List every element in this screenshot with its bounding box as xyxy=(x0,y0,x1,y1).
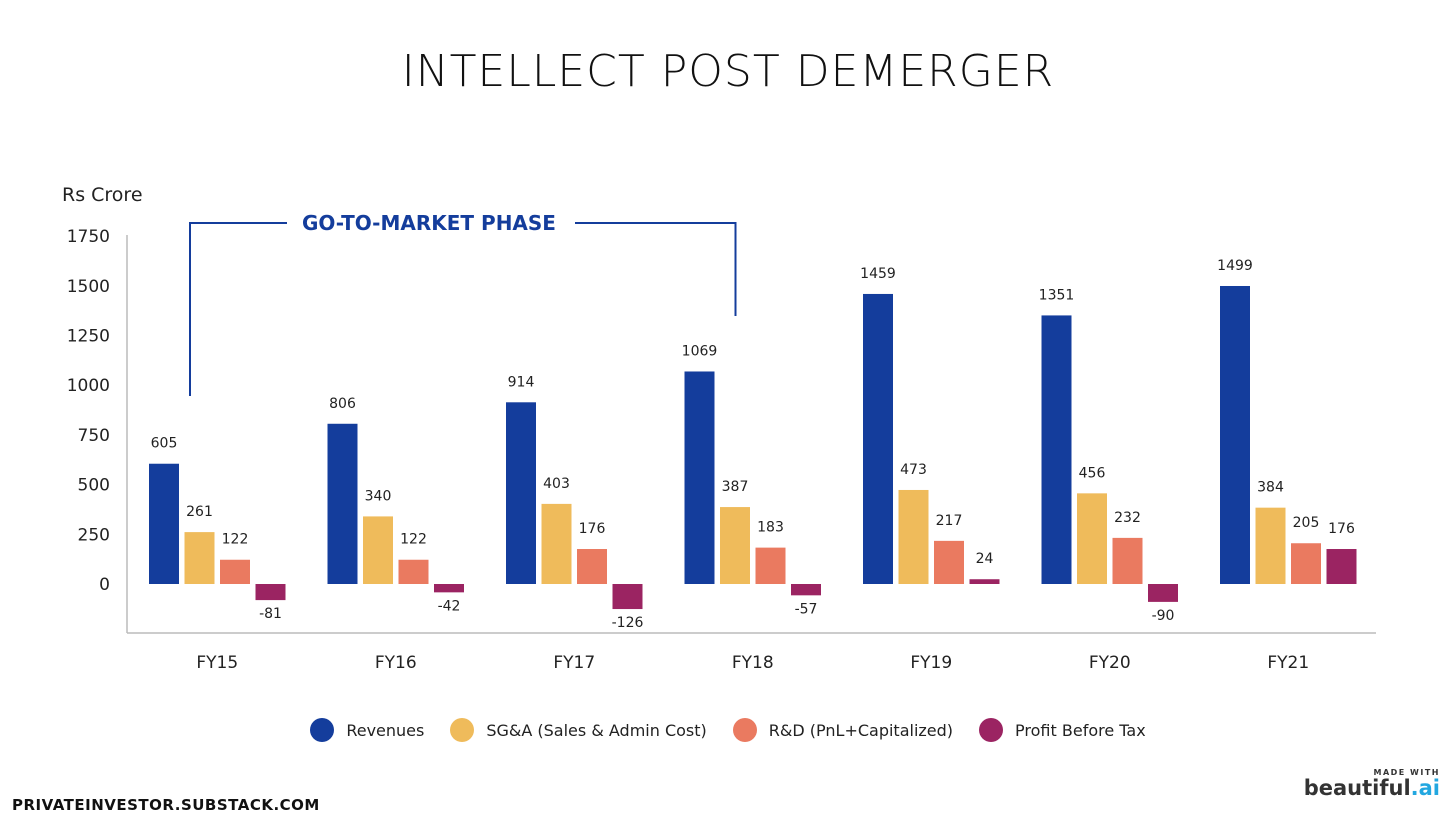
y-tick-label: 1500 xyxy=(67,277,110,297)
data-label: 24 xyxy=(976,551,994,567)
bar xyxy=(1326,549,1357,584)
legend-item: Revenues xyxy=(310,718,424,742)
bar xyxy=(934,540,964,584)
brand-logo: beautiful.ai xyxy=(1303,776,1440,800)
x-tick-label: FY19 xyxy=(910,653,952,673)
bar xyxy=(506,402,536,584)
legend-label: R&D (PnL+Capitalized) xyxy=(768,720,954,740)
data-label: -90 xyxy=(1152,608,1175,624)
data-label: 806 xyxy=(329,396,356,412)
bar xyxy=(1077,493,1107,584)
data-label: -42 xyxy=(438,598,461,614)
data-label: 914 xyxy=(508,374,535,390)
bar xyxy=(363,516,393,584)
data-label: -81 xyxy=(259,606,282,622)
bar xyxy=(755,547,786,584)
y-tick-label: 1000 xyxy=(67,376,110,396)
data-label: 1459 xyxy=(860,266,896,282)
data-label: 403 xyxy=(543,476,570,492)
y-tick-label: 1250 xyxy=(67,327,110,347)
annotation-bracket-right xyxy=(575,222,737,316)
annotation-label: GO-TO-MARKET PHASE xyxy=(302,211,556,235)
x-tick-label: FY18 xyxy=(732,653,774,673)
y-tick-label: 500 xyxy=(78,476,110,496)
data-label: 387 xyxy=(722,479,749,495)
data-label: 122 xyxy=(222,532,249,548)
bar xyxy=(327,423,358,584)
bar xyxy=(184,532,215,584)
bar xyxy=(434,584,464,593)
bar xyxy=(791,584,821,596)
data-label: 384 xyxy=(1257,480,1284,496)
legend-item: SG&A (Sales & Admin Cost) xyxy=(450,718,707,742)
data-label: 205 xyxy=(1293,515,1320,531)
data-label: 261 xyxy=(186,504,213,520)
legend-swatch xyxy=(732,718,757,742)
bar xyxy=(1148,584,1178,602)
source-footer: PRIVATEINVESTOR.SUBSTACK.COM xyxy=(12,796,320,814)
legend-item: Profit Before Tax xyxy=(979,718,1146,742)
bar xyxy=(1291,543,1321,584)
y-tick-label: 250 xyxy=(78,525,110,545)
made-with-label: MADE WITH xyxy=(1373,768,1440,777)
data-label: 340 xyxy=(365,488,392,504)
bar xyxy=(969,579,1000,584)
legend-label: Revenues xyxy=(346,720,425,740)
legend-label: SG&A (Sales & Admin Cost) xyxy=(486,720,707,740)
data-label: -126 xyxy=(612,615,644,631)
data-label: -57 xyxy=(795,601,818,617)
data-label: 1351 xyxy=(1039,287,1075,303)
bar xyxy=(1112,537,1143,584)
annotation-bracket-left xyxy=(189,222,287,396)
data-label: 473 xyxy=(900,462,927,478)
made-with-badge[interactable]: MADE WITH beautiful.ai xyxy=(1304,768,1440,800)
x-tick-label: FY20 xyxy=(1089,653,1131,673)
bar xyxy=(149,463,179,584)
y-axis-label: Rs Crore xyxy=(62,184,143,206)
bar xyxy=(220,559,250,584)
legend-item: R&D (PnL+Capitalized) xyxy=(732,718,954,742)
data-label: 122 xyxy=(400,532,427,548)
chart-title: INTELLECT POST DEMERGER xyxy=(401,46,1055,97)
x-tick-label: FY17 xyxy=(553,653,595,673)
data-label: 1069 xyxy=(682,343,718,359)
x-tick-label: FY21 xyxy=(1267,653,1309,673)
data-label: 605 xyxy=(151,436,178,452)
bar xyxy=(1220,285,1250,584)
data-label: 217 xyxy=(936,513,963,529)
x-tick-label: FY16 xyxy=(375,653,417,673)
bar xyxy=(398,559,429,584)
bar xyxy=(1255,507,1286,584)
legend-label: Profit Before Tax xyxy=(1015,720,1146,740)
data-label: 456 xyxy=(1079,465,1106,481)
bar xyxy=(720,507,750,584)
bar xyxy=(863,293,893,584)
legend: Revenues SG&A (Sales & Admin Cost) R&D (Pn… xyxy=(0,718,1456,742)
bar xyxy=(612,584,643,610)
data-label: 232 xyxy=(1114,510,1141,526)
data-label: 176 xyxy=(1328,521,1355,537)
data-label: 176 xyxy=(579,521,606,537)
bar xyxy=(577,549,607,584)
bar xyxy=(898,489,929,584)
bar xyxy=(255,584,286,601)
bar xyxy=(684,371,715,584)
y-tick-label: 1750 xyxy=(67,227,110,247)
legend-swatch xyxy=(310,718,335,742)
bar xyxy=(1041,315,1072,584)
legend-swatch xyxy=(450,718,475,742)
data-label: 183 xyxy=(757,520,784,536)
x-tick-label: FY15 xyxy=(196,653,238,673)
y-tick-label: 0 xyxy=(99,575,110,595)
legend-swatch xyxy=(979,718,1004,742)
bar xyxy=(541,503,572,584)
y-tick-label: 750 xyxy=(78,426,110,446)
data-label: 1499 xyxy=(1217,258,1253,274)
